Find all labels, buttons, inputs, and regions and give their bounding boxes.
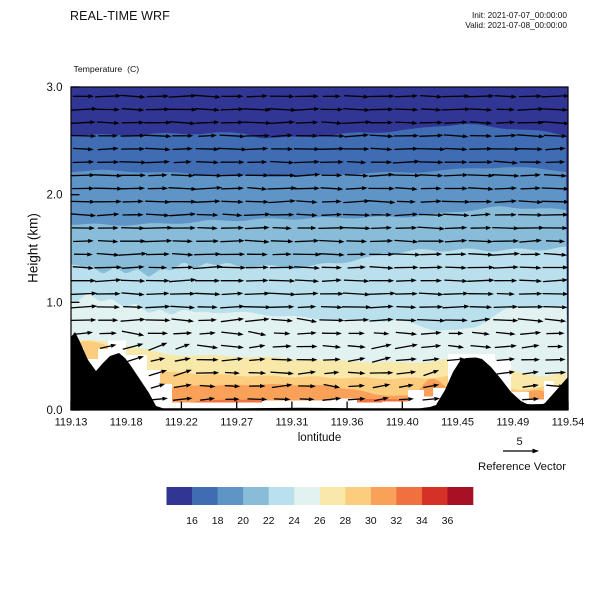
svg-text:119.49: 119.49 xyxy=(496,417,529,429)
svg-text:119.31: 119.31 xyxy=(275,417,308,429)
svg-text:119.40: 119.40 xyxy=(386,417,419,429)
svg-text:30: 30 xyxy=(365,515,377,527)
svg-text:36: 36 xyxy=(442,515,454,527)
svg-text:119.13: 119.13 xyxy=(55,417,88,429)
svg-text:24: 24 xyxy=(288,515,300,527)
svg-text:119.54: 119.54 xyxy=(552,417,585,429)
svg-text:32: 32 xyxy=(391,515,403,527)
svg-text:REAL-TIME WRF: REAL-TIME WRF xyxy=(70,9,170,23)
svg-text:119.45: 119.45 xyxy=(441,417,474,429)
svg-text:26: 26 xyxy=(314,515,326,527)
svg-text:1.0: 1.0 xyxy=(47,297,63,309)
svg-text:lontitude: lontitude xyxy=(298,432,341,444)
svg-text:0.0: 0.0 xyxy=(47,405,63,417)
svg-text:119.22: 119.22 xyxy=(165,417,198,429)
svg-text:5: 5 xyxy=(516,436,522,448)
svg-text:18: 18 xyxy=(212,515,224,527)
svg-text:2.0: 2.0 xyxy=(47,190,63,202)
svg-text:Init: 2021-07-07_00:00:00: Init: 2021-07-07_00:00:00 xyxy=(472,10,567,20)
svg-text:28: 28 xyxy=(339,515,351,527)
svg-text:119.36: 119.36 xyxy=(331,417,364,429)
svg-text:3.0: 3.0 xyxy=(47,82,63,94)
svg-text:Valid: 2021-07-08_00:00:00: Valid: 2021-07-08_00:00:00 xyxy=(465,20,567,30)
svg-text:16: 16 xyxy=(186,515,198,527)
svg-text:34: 34 xyxy=(416,515,428,527)
svg-text:Reference Vector: Reference Vector xyxy=(478,461,566,473)
svg-text:Temperature (C): Temperature (C) xyxy=(74,64,140,74)
svg-text:20: 20 xyxy=(237,515,249,527)
svg-text:Height (km): Height (km) xyxy=(26,213,41,283)
svg-text:119.18: 119.18 xyxy=(110,417,143,429)
svg-text:119.27: 119.27 xyxy=(220,417,253,429)
svg-text:22: 22 xyxy=(263,515,275,527)
